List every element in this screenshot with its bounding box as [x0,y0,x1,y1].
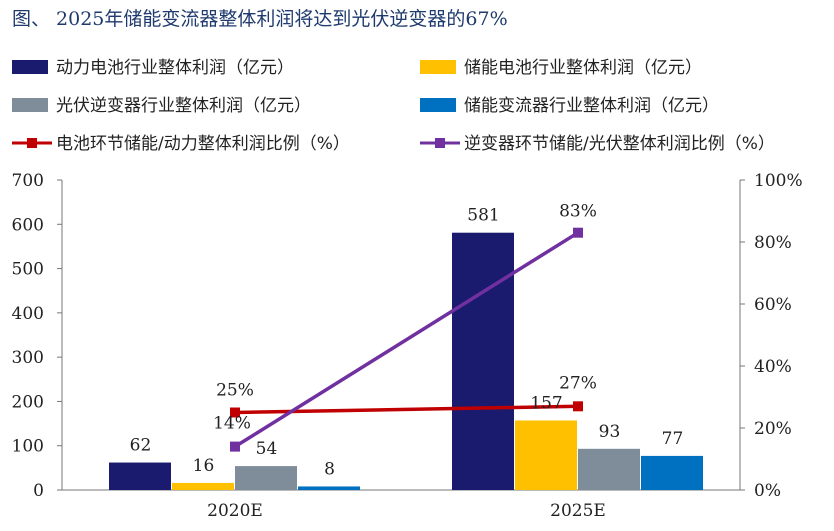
y-right-tick-label: 80% [754,233,792,253]
legend-label-3: 储能变流器行业整体利润（亿元） [464,96,719,116]
series-line [234,231,579,449]
bar [578,448,640,490]
legend-marker-5 [435,138,445,148]
legend-label-2: 光伏逆变器行业整体利润（亿元） [56,96,311,116]
legend-label-0: 动力电池行业整体利润（亿元） [56,58,294,78]
bar-value-label: 581 [467,206,499,226]
y-left-tick-label: 0 [33,481,44,501]
bar-value-label: 62 [130,436,152,456]
legend-swatch-2 [12,98,48,112]
legend: 动力电池行业整体利润（亿元） 储能电池行业整体利润（亿元） 光伏逆变器行业整体利润（… [12,58,775,154]
legend-swatch-0 [12,60,48,74]
bar-value-label: 16 [193,456,215,476]
bar-value-label: 8 [324,459,335,479]
bar [235,466,297,490]
line-value-label: 14% [213,414,251,434]
y-left-tick-label: 500 [12,260,44,280]
bar-value-label: 157 [530,393,562,413]
x-tick-label: 2020E [207,501,263,521]
bar-value-label: 77 [662,429,684,449]
axes: 0 100 200 300 400 500 600 700 0% 20% 40% 60% 80% 100%… [12,171,803,521]
line-point [230,441,240,452]
bars [109,232,703,490]
line-value-label: 25% [216,381,254,401]
bar [452,232,514,490]
legend-marker-4 [27,138,37,148]
y-right-tick-label: 40% [754,357,792,377]
line-point [573,401,583,412]
y-right-tick-label: 60% [754,295,792,315]
bar [172,482,234,490]
y-right-tick-label: 0% [754,481,781,501]
line-point [230,407,240,418]
bar [109,462,171,490]
y-right-tick-label: 100% [754,171,803,191]
bar [641,455,703,490]
figure-title: 图、 2025年储能变流器整体利润将达到光伏逆变器的67% [12,8,508,30]
line-point [573,227,583,238]
y-left-tick-label: 300 [12,348,44,368]
series-line [234,404,579,415]
legend-label-5: 逆变器环节储能/光伏整体利润比例（%） [464,134,775,154]
y-left-tick-label: 200 [12,392,44,412]
y-left-tick-label: 400 [12,304,44,324]
line-value-label: 83% [559,202,597,222]
y-left-tick-label: 700 [12,171,44,191]
bar-value-label: 93 [599,422,621,442]
legend-label-4: 电池环节储能/动力整体利润比例（%） [56,134,350,154]
y-left-tick-label: 100 [12,437,44,457]
data-labels: 62 581 16 157 54 93 8 77 25% 27% 14% 83% [130,202,684,480]
line-value-label: 27% [559,373,597,393]
legend-swatch-1 [420,60,456,74]
bar [298,486,360,490]
y-right-tick-label: 20% [754,419,792,439]
bar [515,420,577,490]
bar-value-label: 54 [256,439,278,459]
legend-label-1: 储能电池行业整体利润（亿元） [464,58,702,78]
x-tick-label: 2025E [550,501,606,521]
y-left-tick-label: 600 [12,215,44,235]
lines [230,227,583,452]
legend-swatch-3 [420,98,456,112]
